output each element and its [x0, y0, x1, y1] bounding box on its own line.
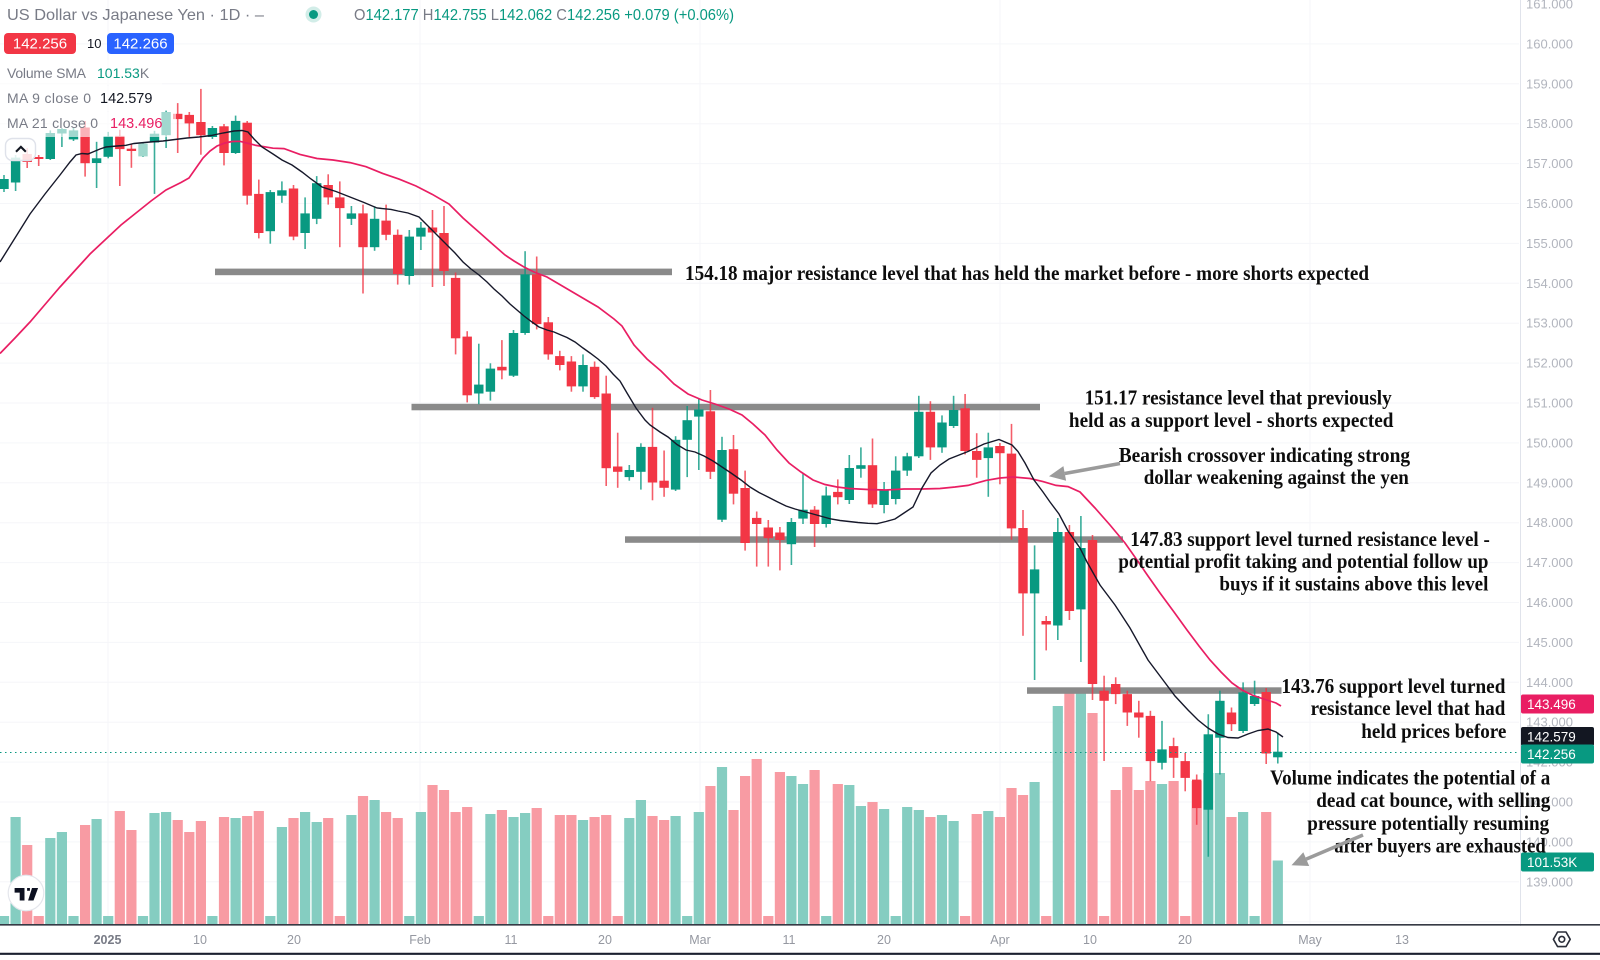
- svg-text:150.000: 150.000: [1526, 435, 1573, 450]
- svg-text:160.000: 160.000: [1526, 36, 1573, 51]
- svg-text:Mar: Mar: [689, 933, 711, 947]
- svg-text:140.000: 140.000: [1526, 834, 1573, 849]
- svg-text:151.17 resistance level that p: 151.17 resistance level that previously: [1085, 386, 1393, 410]
- svg-text:Bearish crossover indicating s: Bearish crossover indicating strong: [1119, 443, 1411, 467]
- svg-text:154.18 major resistance level: 154.18 major resistance level that has h…: [685, 261, 1369, 285]
- svg-text:11: 11: [505, 933, 518, 947]
- svg-text:142.579: 142.579: [1527, 729, 1576, 744]
- svg-text:148.000: 148.000: [1526, 515, 1573, 530]
- svg-text:potential profit taking and po: potential profit taking and potential fo…: [1118, 549, 1488, 573]
- svg-text:MA 9 close 0: MA 9 close 0: [7, 90, 91, 106]
- svg-text:Volume SMA: Volume SMA: [7, 65, 87, 81]
- svg-text:20: 20: [877, 933, 891, 947]
- svg-text:US Dollar vs Japanese Yen · 1D: US Dollar vs Japanese Yen · 1D · –: [7, 7, 264, 24]
- svg-text:161.000: 161.000: [1526, 0, 1573, 12]
- svg-text:dollar weakening against the y: dollar weakening against the yen: [1144, 465, 1409, 489]
- svg-text:O142.177 H142.755 L142.062 C14: O142.177 H142.755 L142.062 C142.256 +0.0…: [354, 7, 734, 24]
- svg-text:10: 10: [1083, 933, 1097, 947]
- svg-text:157.000: 157.000: [1526, 156, 1573, 171]
- svg-text:10: 10: [87, 36, 101, 51]
- svg-text:158.000: 158.000: [1526, 116, 1573, 131]
- svg-text:Feb: Feb: [409, 933, 431, 947]
- svg-text:153.000: 153.000: [1526, 316, 1573, 331]
- svg-text:159.000: 159.000: [1526, 76, 1573, 91]
- svg-text:20: 20: [287, 933, 301, 947]
- svg-text:buys if it sustains above this: buys if it sustains above this level: [1219, 572, 1488, 596]
- svg-text:resistance level that had: resistance level that had: [1311, 696, 1506, 720]
- svg-text:142.256: 142.256: [1527, 747, 1576, 762]
- svg-text:101.53K: 101.53K: [1527, 855, 1577, 870]
- svg-text:dead cat bounce, with selling: dead cat bounce, with selling: [1316, 788, 1550, 812]
- svg-text:after buyers are exhausted: after buyers are exhausted: [1334, 834, 1546, 858]
- svg-text:142.266: 142.266: [113, 36, 167, 53]
- svg-text:143.000: 143.000: [1526, 715, 1573, 730]
- svg-text:154.000: 154.000: [1526, 276, 1573, 291]
- svg-text:146.000: 146.000: [1526, 595, 1573, 610]
- svg-text:142.579: 142.579: [100, 91, 152, 107]
- svg-text:156.000: 156.000: [1526, 196, 1573, 211]
- svg-text:143.496: 143.496: [1527, 697, 1576, 712]
- svg-text:143.496: 143.496: [110, 116, 162, 132]
- svg-text:11: 11: [783, 933, 796, 947]
- svg-text:20: 20: [1178, 933, 1192, 947]
- svg-text:141.000: 141.000: [1526, 795, 1573, 810]
- svg-text:MA 21 close 0: MA 21 close 0: [7, 115, 98, 131]
- svg-text:155.000: 155.000: [1526, 236, 1573, 251]
- svg-text:149.000: 149.000: [1526, 475, 1573, 490]
- svg-text:143.76 support level turned: 143.76 support level turned: [1281, 674, 1505, 698]
- svg-text:Apr: Apr: [990, 933, 1009, 947]
- svg-text:147.000: 147.000: [1526, 555, 1573, 570]
- svg-text:145.000: 145.000: [1526, 635, 1573, 650]
- svg-text:held as a support level - shor: held as a support level - shorts expecte…: [1069, 408, 1394, 432]
- svg-text:144.000: 144.000: [1526, 675, 1573, 690]
- svg-text:101.53K: 101.53K: [97, 65, 150, 81]
- svg-text:May: May: [1298, 933, 1322, 947]
- svg-text:139.000: 139.000: [1526, 874, 1573, 889]
- svg-text:142.256: 142.256: [13, 36, 67, 53]
- svg-text:held prices before: held prices before: [1361, 719, 1506, 743]
- svg-text:152.000: 152.000: [1526, 356, 1573, 371]
- svg-text:pressure potentially resuming: pressure potentially resuming: [1307, 811, 1549, 835]
- svg-text:Volume indicates the potential: Volume indicates the potential of a: [1270, 766, 1551, 790]
- svg-text:20: 20: [598, 933, 612, 947]
- svg-text:2025: 2025: [94, 933, 122, 947]
- svg-text:10: 10: [193, 933, 207, 947]
- svg-text:147.83 support level turned re: 147.83 support level turned resistance l…: [1130, 527, 1490, 551]
- svg-text:151.000: 151.000: [1526, 396, 1573, 411]
- svg-text:13: 13: [1395, 933, 1409, 947]
